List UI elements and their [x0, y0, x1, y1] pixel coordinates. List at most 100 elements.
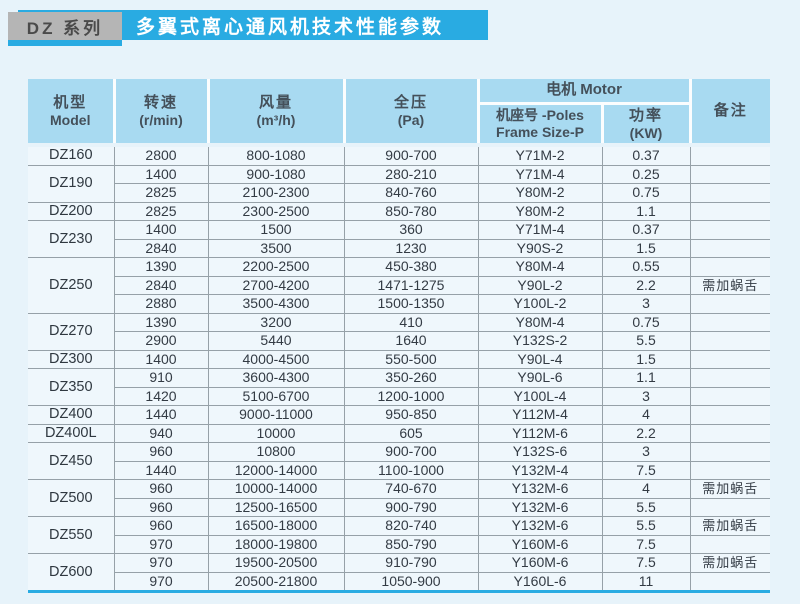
cell-airflow: 9000-11000 [208, 405, 345, 425]
cell-power: 1.1 [602, 201, 691, 222]
table-row: 970 18000-19800 850-790 Y160M-6 7.5 [28, 535, 771, 555]
cell-model: DZ550 [28, 516, 115, 555]
table-row: 960 12500-16500 900-790 Y132M-6 5.5 [28, 498, 771, 518]
cell-power: 1.5 [602, 349, 691, 370]
cell-power: 7.5 [602, 461, 691, 481]
cell-pressure: 360 [344, 220, 479, 240]
cell-frame: Y71M-4 [478, 164, 603, 185]
cell-power: 5.5 [602, 498, 691, 518]
cell-remark [690, 220, 771, 240]
cell-airflow: 800-1080 [208, 145, 345, 166]
cell-airflow: 18000-19800 [208, 535, 345, 555]
cell-speed: 970 [114, 535, 209, 555]
cell-pressure: 605 [344, 423, 479, 444]
cell-pressure: 410 [344, 312, 479, 333]
cell-speed: 910 [114, 368, 209, 388]
cell-airflow: 10000 [208, 423, 345, 444]
cell-remark [690, 349, 771, 370]
table-header: 机型 Model 转速 (r/min) 风量 (m³/h) 全压 (Pa) 电机… [28, 79, 771, 148]
cell-power: 0.75 [602, 183, 691, 203]
cell-frame: Y132S-6 [478, 442, 603, 462]
cell-frame: Y132M-6 [478, 516, 603, 536]
cell-frame: Y160M-6 [478, 553, 603, 573]
cell-frame: Y100L-2 [478, 294, 603, 314]
cell-power: 4 [602, 405, 691, 425]
table-row: DZ160 2800 800-1080 900-700 Y71M-2 0.37 [28, 145, 771, 166]
cell-airflow: 16500-18000 [208, 516, 345, 536]
cell-frame: Y90L-2 [478, 276, 603, 296]
cell-remark [690, 331, 771, 351]
cell-pressure: 450-380 [344, 257, 479, 277]
table-row: 1440 12000-14000 1100-1000 Y132M-4 7.5 [28, 461, 771, 481]
cell-frame: Y80M-2 [478, 201, 603, 222]
table-row: DZ400 1440 9000-11000 950-850 Y112M-4 4 [28, 405, 771, 425]
cell-pressure: 280-210 [344, 164, 479, 185]
table-row: DZ270 1390 3200 410 Y80M-4 0.75 [28, 312, 771, 351]
cell-airflow: 1500 [208, 220, 345, 240]
cell-power: 5.5 [602, 331, 691, 351]
cell-airflow: 3500 [208, 239, 345, 259]
cell-model: DZ600 [28, 553, 115, 593]
table-row: 2840 3500 1230 Y90S-2 1.5 [28, 239, 771, 259]
spec-table: 机型 Model 转速 (r/min) 风量 (m³/h) 全压 (Pa) 电机… [28, 79, 771, 594]
cell-frame: Y80M-2 [478, 183, 603, 203]
cell-pressure: 1230 [344, 239, 479, 259]
cell-pressure: 1500-1350 [344, 294, 479, 314]
cell-remark [690, 183, 771, 203]
table-row: DZ190 1400 900-1080 280-210 Y71M-4 0.25 [28, 164, 771, 203]
col-header-speed: 转速 (r/min) [112, 79, 208, 148]
cell-model: DZ400 [28, 405, 115, 425]
cell-power: 11 [602, 572, 691, 593]
cell-power: 0.37 [602, 220, 691, 240]
cell-frame: Y90L-4 [478, 349, 603, 370]
cell-speed: 970 [114, 553, 209, 573]
cell-remark: 需加蜗舌 [690, 553, 771, 573]
cell-airflow: 2300-2500 [208, 201, 345, 222]
cell-airflow: 3600-4300 [208, 368, 345, 388]
cell-model: DZ400L [28, 423, 115, 444]
table-row: DZ230 1400 1500 360 Y71M-4 0.37 [28, 220, 771, 259]
cell-speed: 960 [114, 442, 209, 462]
cell-airflow: 20500-21800 [208, 572, 345, 593]
cell-airflow: 12000-14000 [208, 461, 345, 481]
cell-airflow: 10000-14000 [208, 479, 345, 499]
cell-remark [690, 461, 771, 481]
col-header-power: 功率 (KW) [600, 103, 691, 148]
cell-power: 0.55 [602, 257, 691, 277]
cell-speed: 2900 [114, 331, 209, 351]
cell-speed: 1400 [114, 164, 209, 185]
cell-remark [690, 368, 771, 388]
cell-remark: 需加蜗舌 [690, 479, 771, 499]
cell-remark [690, 498, 771, 518]
cell-frame: Y71M-4 [478, 220, 603, 240]
cell-remark [690, 201, 771, 222]
cell-remark [690, 387, 771, 407]
table-row: DZ450 960 10800 900-700 Y132S-6 3 [28, 442, 771, 481]
cell-power: 2.2 [602, 276, 691, 296]
cell-model: DZ160 [28, 145, 115, 166]
cell-airflow: 2700-4200 [208, 276, 345, 296]
cell-remark [690, 294, 771, 314]
cell-pressure: 840-760 [344, 183, 479, 203]
cell-airflow: 3200 [208, 312, 345, 333]
table-row: DZ500 960 10000-14000 740-670 Y132M-6 4 需加蜗舌 [28, 479, 771, 518]
series-tab: DZ 系列 [8, 12, 122, 40]
cell-speed: 1400 [114, 220, 209, 240]
table-row: 1420 5100-6700 1200-1000 Y100L-4 3 [28, 387, 771, 407]
cell-frame: Y80M-4 [478, 312, 603, 333]
title-text: 多翼式离心通风机技术性能参数 [136, 16, 445, 38]
cell-airflow: 19500-20500 [208, 553, 345, 573]
table-row: 970 20500-21800 1050-900 Y160L-6 11 [28, 572, 771, 593]
cell-pressure: 850-790 [344, 535, 479, 555]
cell-airflow: 2200-2500 [208, 257, 345, 277]
cell-speed: 1440 [114, 461, 209, 481]
spec-table-container: 机型 Model 转速 (r/min) 风量 (m³/h) 全压 (Pa) 电机… [28, 79, 771, 594]
cell-power: 4 [602, 479, 691, 499]
header-row-1: 机型 Model 转速 (r/min) 风量 (m³/h) 全压 (Pa) 电机… [28, 79, 771, 148]
col-header-remark: 备注 [688, 79, 771, 148]
cell-pressure: 550-500 [344, 349, 479, 370]
cell-remark [690, 535, 771, 555]
cell-power: 7.5 [602, 553, 691, 573]
cell-remark: 需加蜗舌 [690, 276, 771, 296]
cell-model: DZ270 [28, 312, 115, 351]
